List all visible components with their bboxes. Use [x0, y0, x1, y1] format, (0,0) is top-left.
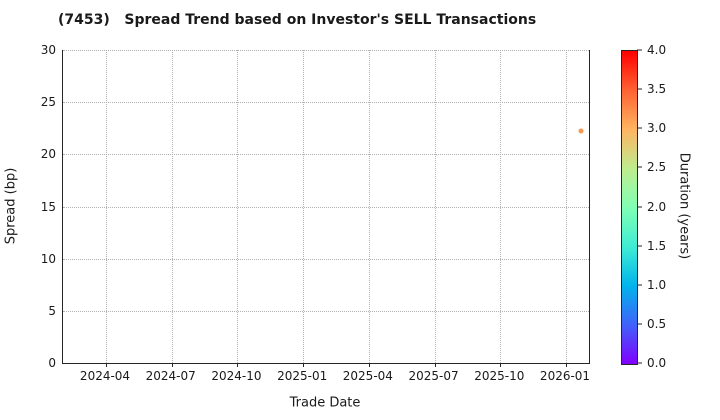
colorbar-label: Duration (years) [676, 152, 692, 260]
colorbar-tick-label: 4.0 [647, 43, 667, 57]
x-tick-mark [171, 364, 173, 367]
x-axis-label: Trade Date [289, 395, 361, 411]
colorbar-tick-label: 3.5 [647, 82, 667, 97]
colorbar-tick-mark [637, 166, 642, 168]
x-tick-mark [303, 364, 305, 367]
colorbar-tick-mark [637, 206, 642, 207]
y-gridline [63, 206, 589, 208]
colorbar-tick-label: 1.0 [647, 277, 667, 292]
y-tick-label: 30 [40, 43, 56, 57]
x-tick-label: 2024-10 [211, 369, 262, 383]
x-tick-label: 2025-04 [342, 369, 393, 383]
x-tick-mark [566, 364, 567, 367]
x-tick-label: 2025-01 [277, 369, 328, 383]
data-point [578, 128, 584, 134]
y-gridline [63, 310, 589, 312]
y-tick-label: 5 [48, 303, 56, 318]
plot-area [62, 50, 590, 367]
x-tick-label: 2024-07 [145, 369, 196, 383]
x-tick-mark [434, 364, 436, 367]
y-gridline [63, 102, 589, 104]
y-tick-label: 0 [48, 356, 56, 370]
x-tick-label: 2024-04 [79, 369, 131, 383]
y-tick-label: 15 [40, 199, 56, 214]
x-tick-label: 2025-07 [408, 369, 459, 383]
x-tick-mark [500, 364, 502, 367]
colorbar-tick-label: 2.5 [647, 160, 667, 175]
colorbar-tick-mark [637, 49, 642, 51]
x-tick-label: 2026-01 [539, 369, 591, 383]
y-gridline [63, 154, 589, 156]
colorbar-tick-mark [637, 362, 642, 364]
colorbar-tick-label: 3.0 [647, 121, 667, 136]
colorbar-tick-mark [637, 323, 642, 325]
y-gridline [63, 258, 589, 260]
colorbar-tick-mark [637, 245, 642, 247]
x-tick-mark [368, 364, 370, 367]
x-tick-label: 2025-10 [474, 369, 525, 383]
x-tick-mark [237, 364, 239, 367]
x-tick-mark [106, 364, 107, 367]
y-tick-label: 10 [40, 251, 56, 266]
colorbar-tick-label: 2.0 [647, 199, 667, 214]
y-gridline [63, 50, 589, 51]
colorbar [621, 50, 638, 365]
y-axis-label: Spread (bp) [3, 167, 19, 245]
chart-title: (7453) Spread Trend based on Investor's … [58, 12, 537, 28]
colorbar-tick-label: 0.5 [647, 316, 667, 331]
colorbar-tick-mark [637, 88, 642, 90]
colorbar-tick-mark [637, 127, 642, 129]
colorbar-tick-label: 0.0 [647, 356, 667, 370]
colorbar-tick-label: 1.5 [647, 238, 667, 253]
colorbar-tick-mark [637, 284, 642, 286]
y-tick-label: 25 [40, 95, 56, 110]
y-tick-label: 20 [40, 147, 56, 162]
